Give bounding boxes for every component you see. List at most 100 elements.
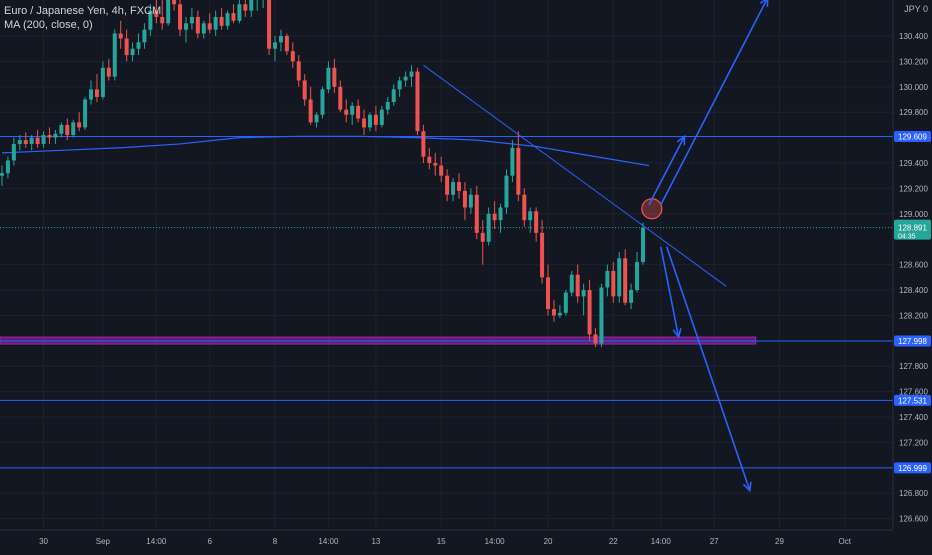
candle-body [201, 23, 206, 34]
arrow-line[interactable] [665, 246, 751, 491]
candle-body [17, 140, 22, 144]
symbol-title[interactable]: Euro / Japanese Yen, 4h, FXCM [4, 5, 162, 17]
candle-body [456, 182, 461, 191]
candle-body [65, 124, 70, 136]
arrow-line[interactable] [648, 135, 686, 206]
bar-countdown-label: 04:35 [898, 234, 916, 241]
time-tick-label: Oct [839, 537, 852, 546]
time-tick-label: 14:00 [485, 537, 506, 546]
candle-body [11, 143, 16, 161]
candle-body [439, 165, 444, 176]
price-tick-label: 127.600 [899, 388, 928, 397]
candle-body [320, 89, 325, 115]
price-tick-label: 127.400 [899, 413, 928, 422]
candle-body [635, 262, 640, 290]
candle-body [338, 86, 343, 110]
candle-body [118, 33, 123, 39]
time-axis[interactable]: 30 Sep 14:00 6 8 14:00 13 15 14:00 20 22 14:00 27 29 O… [0, 529, 893, 550]
candle-body [243, 4, 248, 11]
price-tick-label: 128.400 [899, 286, 928, 295]
candle-body [189, 16, 194, 24]
price-tick-label: 130.400 [899, 32, 928, 41]
candle-body [611, 270, 616, 297]
horizontal-levels [0, 135, 893, 469]
highlight-circle[interactable] [641, 198, 663, 220]
candle-body [106, 67, 111, 77]
candle-body [427, 156, 432, 163]
level-price-tag[interactable] [894, 335, 931, 347]
candle-body [59, 124, 64, 134]
candle-body [451, 182, 456, 195]
candle-body [546, 277, 551, 310]
time-tick-label: 6 [207, 537, 212, 546]
candle-body [47, 135, 52, 138]
candle-body [640, 227, 645, 263]
candle-body [225, 13, 230, 26]
candle-body [219, 16, 224, 26]
candle-body [213, 16, 218, 30]
candle-body [166, 0, 171, 24]
drawings [423, 0, 769, 493]
candle-body [71, 122, 76, 136]
arrow-line[interactable] [660, 0, 768, 206]
candle-body [593, 334, 598, 344]
ma-legend[interactable]: MA (200, close, 0) [4, 19, 93, 31]
candle-body [160, 16, 165, 24]
trend-line[interactable] [423, 64, 727, 287]
candle-body [195, 16, 200, 34]
candle-body [142, 29, 147, 43]
candle-body [510, 147, 515, 176]
arrow-head [759, 0, 769, 7]
candle-body [29, 137, 34, 144]
level-price-tag[interactable] [894, 462, 931, 474]
candle-body [83, 99, 88, 128]
price-tick-label: 129.200 [899, 184, 928, 193]
candle-body [551, 309, 556, 316]
arrow-line[interactable] [660, 246, 680, 338]
price-tick-label: 127.800 [899, 362, 928, 371]
ma-200-line[interactable] [1, 135, 650, 167]
time-tick-label: 22 [609, 537, 618, 546]
level-price-tag[interactable] [894, 394, 931, 406]
candle-body [296, 61, 301, 81]
arrow-head [676, 134, 686, 146]
candle-body [35, 137, 40, 144]
candle-body [379, 109, 384, 125]
candle-body [468, 194, 473, 208]
candle-body [617, 258, 622, 297]
candle-body [23, 140, 28, 144]
candle-body [433, 163, 438, 166]
candle-body [308, 99, 313, 123]
candle-body [344, 109, 349, 115]
time-tick-label: 14:00 [318, 537, 339, 546]
price-axis[interactable]: 130.400 130.200 130.000 129.800 129.400 129.2… [892, 0, 932, 550]
time-tick-label: 30 [39, 537, 48, 546]
candle-body [362, 118, 367, 128]
candle-body [332, 67, 337, 87]
currency-label: JPY 0 [904, 4, 928, 14]
candle-body [178, 4, 183, 30]
level-price-tag[interactable] [894, 130, 931, 142]
candle-body [314, 114, 319, 123]
candle-body [623, 258, 628, 303]
candle-body [540, 232, 545, 278]
candle-body [350, 105, 355, 115]
candle-body [403, 76, 408, 81]
time-tick-label: 8 [273, 537, 278, 546]
candles [0, 0, 645, 348]
candle-body [445, 175, 450, 195]
candle-body [492, 213, 497, 221]
candle-body [498, 207, 503, 221]
last-price-tag[interactable] [894, 219, 931, 240]
candle-body [302, 80, 307, 100]
candle-body [53, 133, 58, 138]
candle-body [5, 160, 10, 174]
candle-body [421, 131, 426, 157]
price-tick-label: 127.200 [899, 438, 928, 447]
candle-body [326, 67, 331, 90]
price-axis-background [893, 0, 932, 550]
